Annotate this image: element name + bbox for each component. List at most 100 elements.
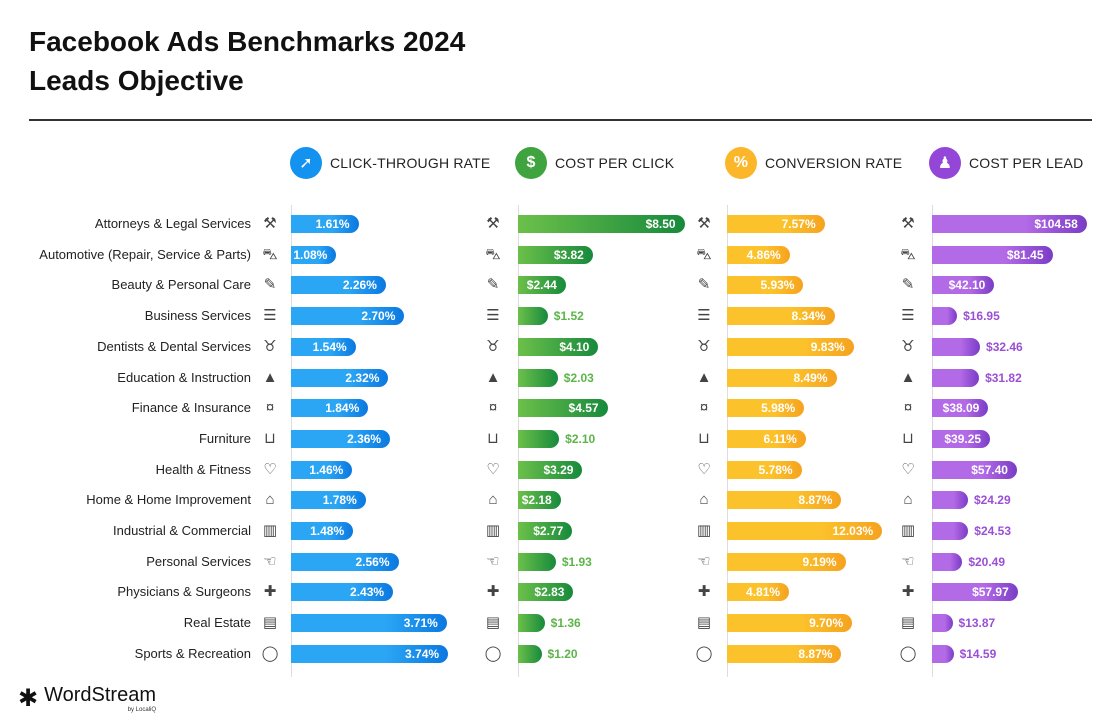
bar: 2.56% xyxy=(291,552,399,571)
data-label: $13.87 xyxy=(958,616,996,631)
bar: $81.45 xyxy=(932,245,1053,264)
data-label: 6.11% xyxy=(763,431,797,446)
wordstream-logo-icon: ✱ xyxy=(18,685,39,712)
category-label: Automotive (Repair, Service & Parts) xyxy=(39,246,251,262)
data-label: 4.86% xyxy=(746,247,781,262)
data-label: 7.57% xyxy=(781,217,816,231)
series-header-label: CLICK-THROUGH RATE xyxy=(330,155,491,171)
hand-icon: ☜ xyxy=(486,552,500,570)
ball-icon: ◯ xyxy=(899,644,917,662)
bar: 7.57% xyxy=(727,215,825,233)
data-label: 8.87% xyxy=(798,646,833,661)
series-header-label: CONVERSION RATE xyxy=(765,155,903,171)
bar: $4.57 xyxy=(518,399,608,418)
data-label: 9.70% xyxy=(809,616,844,631)
data-label: $16.95 xyxy=(963,309,1000,324)
bar: $4.10 xyxy=(518,337,599,356)
bar: 4.86% xyxy=(727,245,790,264)
data-label: $20.49 xyxy=(968,554,1006,569)
graduation-cap-icon: ▲ xyxy=(262,368,278,386)
title-line-2: Leads Objective xyxy=(29,65,244,96)
bar: $42.10 xyxy=(932,276,995,295)
piggy-bank-icon: ¤ xyxy=(699,399,709,417)
data-label: 2.56% xyxy=(355,554,390,569)
heart-icon: ♡ xyxy=(901,460,915,478)
data-label: 2.43% xyxy=(350,585,385,600)
data-label: $8.50 xyxy=(645,217,676,231)
document-icon: ☰ xyxy=(901,307,915,325)
data-label: $2.18 xyxy=(521,493,552,508)
category-label: Beauty & Personal Care xyxy=(111,277,251,293)
data-label: 12.03% xyxy=(832,524,874,538)
cursor-dollar-icon: $ xyxy=(515,147,547,179)
category-label: Education & Instruction xyxy=(117,369,251,385)
house-icon: ⌂ xyxy=(699,491,709,509)
bar: 8.34% xyxy=(727,307,835,326)
category-label: Physicians & Surgeons xyxy=(117,584,251,600)
data-label: $42.10 xyxy=(948,278,986,293)
data-label: 9.19% xyxy=(802,554,837,569)
heart-icon: ♡ xyxy=(486,460,500,478)
car-icon: ⛍ xyxy=(485,245,501,263)
data-label: $1.20 xyxy=(547,646,578,661)
sofa-icon: ⊔ xyxy=(264,429,276,447)
data-label: $24.29 xyxy=(973,493,1011,508)
factory-icon: ▥ xyxy=(696,522,712,539)
medical-cross-icon: ✚ xyxy=(263,583,277,601)
hand-icon: ☜ xyxy=(901,552,915,570)
bar xyxy=(932,522,969,540)
category-label: Real Estate xyxy=(183,615,251,631)
data-label: 8.87% xyxy=(798,493,833,508)
category-label: Home & Home Improvement xyxy=(86,492,251,508)
data-label: 5.78% xyxy=(758,462,793,477)
document-icon: ☰ xyxy=(486,307,500,325)
storefront-icon: ▤ xyxy=(696,614,712,632)
bar xyxy=(518,644,542,663)
tooth-icon: ♉ xyxy=(697,337,711,355)
factory-icon: ▥ xyxy=(485,522,501,539)
data-label: $3.82 xyxy=(553,247,584,262)
bar: 8.87% xyxy=(727,491,842,510)
data-label: $4.10 xyxy=(559,339,590,354)
data-label: $104.58 xyxy=(1034,217,1078,231)
house-icon: ⌂ xyxy=(903,491,913,509)
data-label: 5.98% xyxy=(761,401,796,416)
heart-icon: ♡ xyxy=(263,460,277,478)
document-icon: ☰ xyxy=(697,307,711,325)
data-label: $57.40 xyxy=(971,462,1008,477)
bar: 1.48% xyxy=(291,522,354,540)
category-label: Attorneys & Legal Services xyxy=(94,216,251,231)
bar: $57.97 xyxy=(932,583,1018,602)
ball-icon: ◯ xyxy=(484,644,502,662)
data-label: 9.83% xyxy=(810,339,845,354)
piggy-bank-icon: ¤ xyxy=(265,399,275,417)
category-label: Business Services xyxy=(144,308,251,324)
bar: 1.54% xyxy=(291,337,356,356)
factory-icon: ▥ xyxy=(900,522,916,539)
storefront-icon: ▤ xyxy=(485,614,501,632)
series-header-label: COST PER CLICK xyxy=(555,155,675,171)
tooth-icon: ♉ xyxy=(486,337,500,355)
logo-sub: by LocaliQ xyxy=(127,707,156,713)
bar xyxy=(518,368,558,387)
series-header-0: ➚ CLICK-THROUGH RATE xyxy=(290,146,490,180)
bar: 8.87% xyxy=(727,644,842,663)
bar: 2.32% xyxy=(291,368,389,387)
bar: $2.77 xyxy=(518,522,573,540)
bar xyxy=(518,552,556,571)
graduation-cap-icon: ▲ xyxy=(900,368,916,386)
factory-icon: ▥ xyxy=(262,522,278,539)
data-label: $3.29 xyxy=(543,462,574,477)
data-label: 8.34% xyxy=(791,309,826,324)
data-label: 1.48% xyxy=(310,524,345,538)
bar: 5.98% xyxy=(727,399,805,418)
data-label: 1.08% xyxy=(293,247,328,262)
graduation-cap-icon: ▲ xyxy=(485,368,501,386)
person-dollar-icon: ♟ xyxy=(929,147,961,179)
category-label: Health & Fitness xyxy=(155,461,251,477)
data-label: $2.03 xyxy=(563,370,594,385)
bar: $2.83 xyxy=(518,583,574,602)
piggy-bank-icon: ¤ xyxy=(903,399,913,417)
bar xyxy=(932,644,954,663)
heart-icon: ♡ xyxy=(697,460,711,478)
